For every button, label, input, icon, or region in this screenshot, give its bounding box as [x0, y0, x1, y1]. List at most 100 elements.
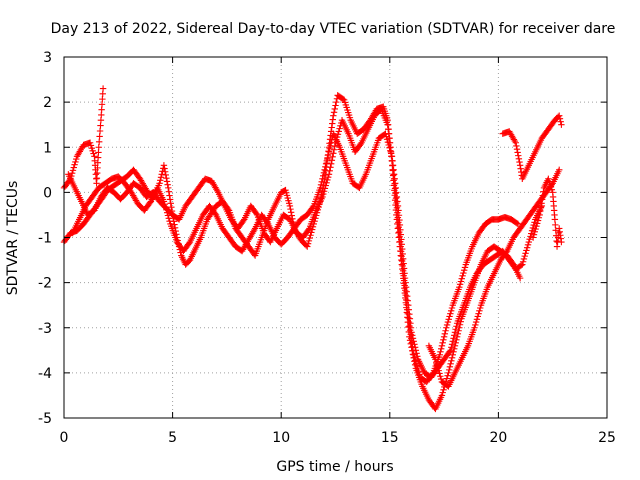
data-point	[472, 321, 479, 329]
data-point	[322, 160, 330, 167]
data-point	[68, 169, 76, 177]
data-point	[436, 351, 443, 359]
data-point	[445, 366, 453, 374]
data-point	[383, 133, 390, 140]
data-point	[535, 214, 543, 221]
data-point	[453, 323, 460, 330]
data-point	[475, 310, 482, 317]
data-point	[90, 150, 97, 157]
data-point	[89, 147, 96, 155]
data-point	[452, 326, 459, 333]
data-point	[157, 177, 164, 184]
data-point	[327, 139, 335, 146]
x-tick-label: 15	[381, 430, 399, 446]
data-point	[325, 151, 332, 158]
data-point	[320, 188, 328, 195]
data-point	[536, 211, 543, 219]
data-point	[385, 141, 392, 149]
data-point	[534, 220, 541, 227]
data-point	[324, 154, 331, 161]
data-point	[451, 332, 458, 339]
data-point	[185, 240, 193, 247]
data-point	[253, 210, 260, 217]
data-point	[449, 338, 456, 345]
data-point	[304, 240, 312, 247]
data-point	[99, 85, 107, 92]
data-point	[441, 330, 449, 337]
data-point	[414, 353, 421, 360]
data-point	[171, 221, 178, 228]
data-point	[443, 321, 451, 329]
data-point	[162, 203, 169, 211]
data-point	[158, 171, 165, 178]
data-point	[165, 215, 172, 222]
data-point	[445, 316, 452, 323]
data-point	[288, 212, 295, 219]
data-point	[456, 321, 464, 328]
data-point	[163, 174, 170, 182]
data-point	[326, 145, 333, 152]
data-point	[520, 255, 528, 263]
data-point	[411, 341, 418, 348]
data-point	[545, 175, 552, 183]
data-point	[161, 201, 168, 208]
data-point	[412, 357, 419, 364]
data-point	[319, 172, 327, 180]
x-tick-label: 25	[598, 430, 616, 446]
data-point	[323, 157, 331, 164]
data-point	[523, 244, 531, 251]
data-point	[164, 181, 171, 188]
data-point	[160, 198, 168, 205]
data-point	[437, 373, 444, 380]
series-track-7	[529, 175, 565, 250]
data-point	[471, 324, 478, 331]
data-point	[320, 190, 327, 198]
x-tick-label: 0	[60, 430, 69, 446]
data-point	[451, 345, 458, 353]
data-point	[439, 389, 446, 396]
data-point	[435, 367, 442, 374]
data-point	[477, 304, 484, 312]
data-point	[558, 121, 565, 128]
data-point	[309, 204, 317, 211]
data-point	[166, 192, 173, 199]
data-point	[556, 115, 564, 122]
x-tick-label: 10	[272, 430, 290, 446]
data-point	[305, 226, 312, 233]
data-point	[556, 166, 563, 174]
data-point	[332, 102, 339, 109]
data-point	[531, 219, 538, 226]
data-point	[97, 122, 104, 129]
data-point	[322, 163, 329, 171]
data-point	[472, 318, 480, 326]
data-point	[443, 324, 450, 331]
y-tick-label: -4	[38, 366, 52, 382]
data-point	[165, 188, 173, 195]
data-point	[476, 307, 483, 315]
data-point	[546, 178, 553, 185]
data-point	[264, 219, 271, 226]
data-point	[382, 130, 389, 137]
data-point	[446, 313, 453, 320]
data-point	[317, 184, 324, 192]
data-point	[168, 204, 175, 211]
data-point	[166, 196, 174, 203]
data-point	[339, 95, 347, 103]
data-point	[539, 192, 546, 199]
data-point	[556, 112, 563, 119]
series-track-2	[60, 92, 524, 413]
data-point	[444, 372, 451, 379]
data-point	[318, 178, 325, 186]
data-point	[387, 150, 395, 157]
data-point	[558, 238, 565, 246]
data-point	[383, 136, 391, 143]
data-point	[447, 360, 454, 368]
data-point	[514, 149, 521, 156]
data-point	[440, 336, 447, 343]
data-point	[95, 144, 102, 151]
data-point	[330, 146, 338, 153]
data-point	[532, 225, 539, 233]
data-point	[546, 181, 554, 188]
data-point	[512, 139, 519, 146]
data-point	[442, 327, 449, 334]
